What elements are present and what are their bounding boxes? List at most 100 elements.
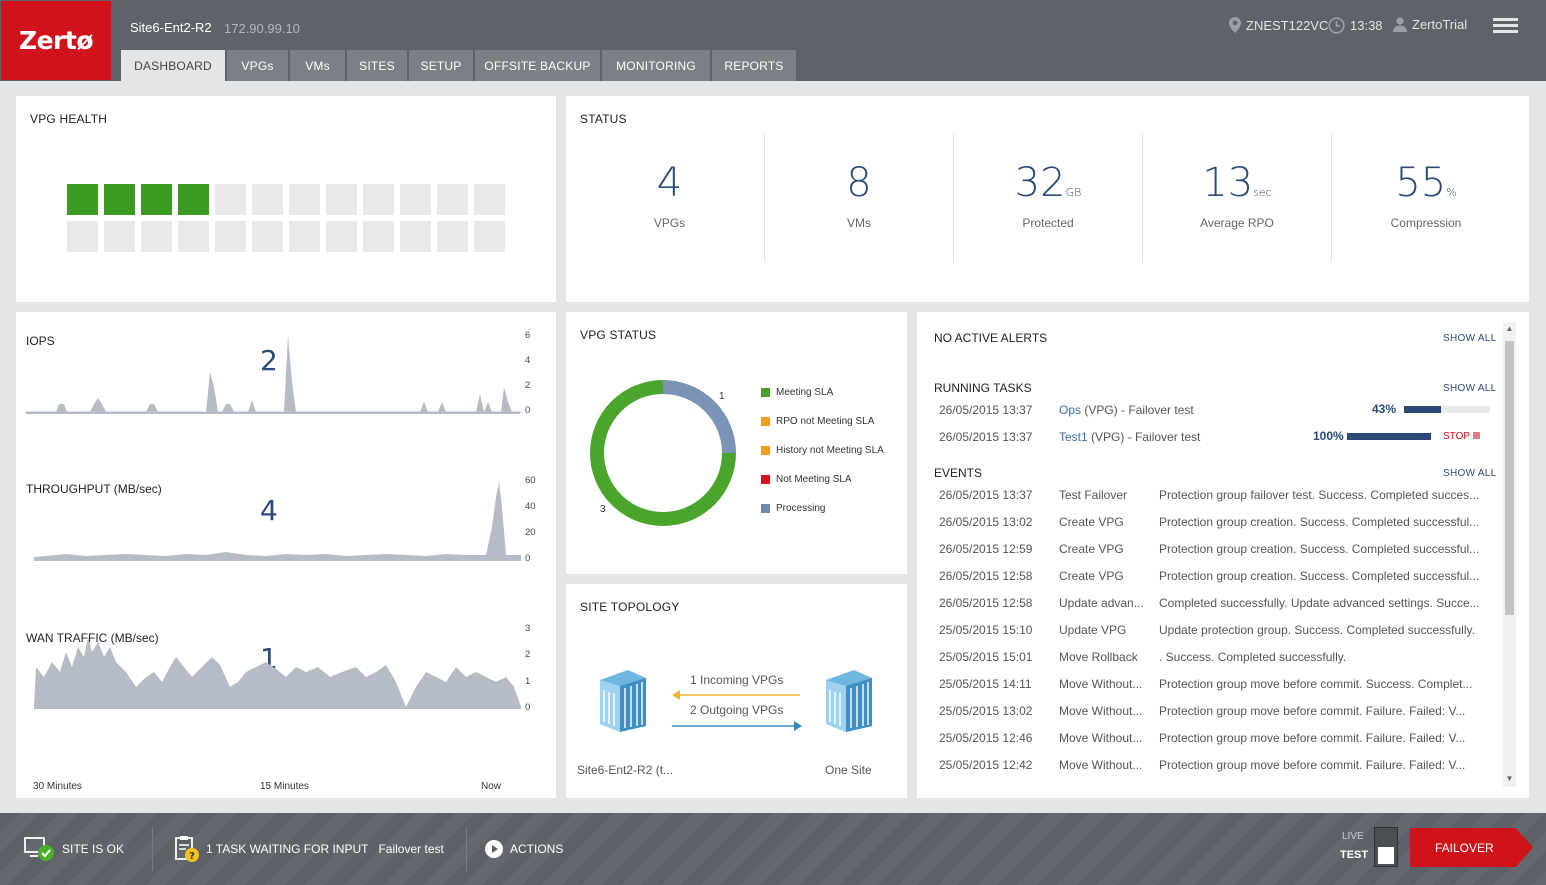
- vpg-health-cell[interactable]: [400, 221, 431, 252]
- stat-vpgs[interactable]: 4 VPGs: [575, 132, 764, 262]
- tab-sites[interactable]: SITES: [347, 50, 407, 81]
- task-progress-fill: [1404, 406, 1441, 413]
- hamburger-menu-icon[interactable]: [1493, 18, 1518, 34]
- task-waiting[interactable]: ? 1 TASK WAITING FOR INPUT Failover test: [174, 813, 444, 885]
- tab-setup[interactable]: SETUP: [409, 50, 473, 81]
- vpg-health-cell[interactable]: [326, 184, 357, 215]
- vpg-health-cell[interactable]: [400, 184, 431, 215]
- vpg-health-cell[interactable]: [141, 221, 172, 252]
- donut-slice-processing[interactable]: [662, 380, 736, 454]
- scroll-down-icon[interactable]: ▼: [1505, 774, 1514, 783]
- legend-item[interactable]: History not Meeting SLA: [761, 445, 884, 456]
- vpg-health-cell[interactable]: [104, 221, 135, 252]
- vpg-health-cell[interactable]: [474, 221, 505, 252]
- user-info[interactable]: ZertoTrial: [1393, 17, 1467, 32]
- user-icon: [1393, 17, 1407, 32]
- event-desc: . Success. Completed successfully.: [1159, 650, 1347, 664]
- event-time: 25/05/2015 15:10: [939, 623, 1033, 637]
- vpg-health-grid: [67, 184, 505, 252]
- task-progress-bar: [1347, 433, 1431, 440]
- event-type: Create VPG: [1059, 542, 1124, 556]
- vpg-health-cell[interactable]: [104, 184, 135, 215]
- footer-divider: [152, 827, 153, 871]
- scroll-up-icon[interactable]: ▲: [1505, 324, 1514, 333]
- bottom-bar: SITE IS OK ? 1 TASK WAITING FOR INPUT Fa…: [0, 813, 1546, 885]
- task-progress-fill: [1347, 433, 1431, 440]
- actions-button[interactable]: ACTIONS: [484, 813, 563, 885]
- vpg-health-cell[interactable]: [363, 221, 394, 252]
- legend-item[interactable]: Meeting SLA: [761, 387, 833, 398]
- event-desc: Protection group move before commit. Suc…: [1159, 677, 1473, 691]
- task-vpg-link[interactable]: Test1: [1059, 430, 1088, 444]
- legend-item[interactable]: Processing: [761, 503, 825, 514]
- donut-slice-meeting-sla[interactable]: [590, 380, 736, 526]
- vpg-health-cell[interactable]: [363, 184, 394, 215]
- stat-protected[interactable]: 32GB Protected: [953, 132, 1142, 262]
- outgoing-vpgs[interactable]: 2 Outgoing VPGs: [690, 703, 784, 717]
- task-time: 26/05/2015 13:37: [939, 403, 1033, 417]
- vpg-health-cell[interactable]: [289, 184, 320, 215]
- tab-vpgs[interactable]: VPGs: [227, 50, 288, 81]
- vpg-health-cell[interactable]: [474, 184, 505, 215]
- stat-vms[interactable]: 8 VMs: [764, 132, 953, 262]
- local-site-building-icon[interactable]: [600, 670, 646, 732]
- wan-sparkline: [34, 637, 521, 709]
- wan-tick: 3: [525, 623, 531, 634]
- event-desc: Protection group move before commit. Fai…: [1159, 758, 1466, 772]
- performance-panel: IOPS 2 6 4 2 0 THROUGHPUT (MB/sec) 4 60 …: [16, 312, 556, 798]
- incoming-vpgs[interactable]: 1 Incoming VPGs: [690, 673, 784, 687]
- task-progress-percent: 43%: [1372, 402, 1397, 416]
- throughput-tick: 60: [525, 475, 536, 486]
- scrollbar-thumb[interactable]: [1505, 341, 1514, 615]
- vpg-health-cell[interactable]: [437, 184, 468, 215]
- play-circle-icon: [485, 840, 503, 858]
- task-progress-percent: 100%: [1313, 429, 1344, 443]
- vpg-health-cell[interactable]: [178, 221, 209, 252]
- vpg-health-cell[interactable]: [67, 184, 98, 215]
- vpg-health-cell[interactable]: [215, 221, 246, 252]
- vpg-health-cell[interactable]: [252, 184, 283, 215]
- tab-reports[interactable]: REPORTS: [712, 50, 796, 81]
- vpg-health-cell[interactable]: [215, 184, 246, 215]
- alerts-show-all-link[interactable]: SHOW ALL: [1443, 333, 1497, 344]
- actions-label: ACTIONS: [510, 842, 564, 856]
- clipboard-question-icon: ?: [175, 836, 199, 862]
- legend-item[interactable]: Not Meeting SLA: [761, 474, 852, 485]
- events-show-all-link[interactable]: SHOW ALL: [1443, 468, 1497, 479]
- failover-button[interactable]: FAILOVER: [1410, 828, 1533, 867]
- stat-label: Protected: [1022, 216, 1074, 230]
- vpg-health-cell[interactable]: [326, 221, 357, 252]
- event-time: 26/05/2015 12:58: [939, 596, 1033, 610]
- location-pin-icon: [1229, 17, 1241, 33]
- event-type: Move Rollback: [1059, 650, 1138, 664]
- zerto-logo[interactable]: Zertø: [1, 1, 111, 80]
- event-type: Update VPG: [1059, 623, 1127, 637]
- running-tasks-title: RUNNING TASKS: [934, 381, 1032, 395]
- vpg-status-donut[interactable]: [588, 378, 738, 528]
- stat-compression[interactable]: 55% Compression: [1331, 132, 1520, 262]
- event-time: 25/05/2015 14:11: [939, 677, 1032, 691]
- task-stop-button[interactable]: STOP: [1443, 431, 1471, 442]
- task-vpg-link[interactable]: Ops: [1059, 403, 1082, 417]
- vpg-health-cell[interactable]: [178, 184, 209, 215]
- stat-average-rpo[interactable]: 13sec Average RPO: [1142, 132, 1331, 262]
- vpg-health-cell[interactable]: [141, 184, 172, 215]
- tab-dashboard[interactable]: DASHBOARD: [121, 50, 225, 81]
- no-active-alerts-title: NO ACTIVE ALERTS: [934, 331, 1048, 345]
- remote-site-building-icon[interactable]: [826, 670, 872, 732]
- tab-offsite-backup[interactable]: OFFSITE BACKUP: [475, 50, 600, 81]
- vpg-health-cell[interactable]: [252, 221, 283, 252]
- stop-square-icon[interactable]: [1473, 432, 1480, 439]
- vpg-health-cell[interactable]: [289, 221, 320, 252]
- vpg-health-cell[interactable]: [67, 221, 98, 252]
- site-status[interactable]: SITE IS OK: [24, 813, 124, 885]
- throughput-sparkline: [34, 482, 521, 561]
- vpg-health-cell[interactable]: [437, 221, 468, 252]
- legend-item[interactable]: RPO not Meeting SLA: [761, 416, 874, 427]
- toggle-knob[interactable]: [1378, 847, 1394, 864]
- tab-monitoring[interactable]: MONITORING: [602, 50, 710, 81]
- live-test-toggle[interactable]: [1374, 827, 1398, 867]
- tasks-show-all-link[interactable]: SHOW ALL: [1443, 383, 1497, 394]
- tab-vms[interactable]: VMs: [290, 50, 345, 81]
- alerts-scrollbar[interactable]: ▲ ▼: [1503, 322, 1516, 787]
